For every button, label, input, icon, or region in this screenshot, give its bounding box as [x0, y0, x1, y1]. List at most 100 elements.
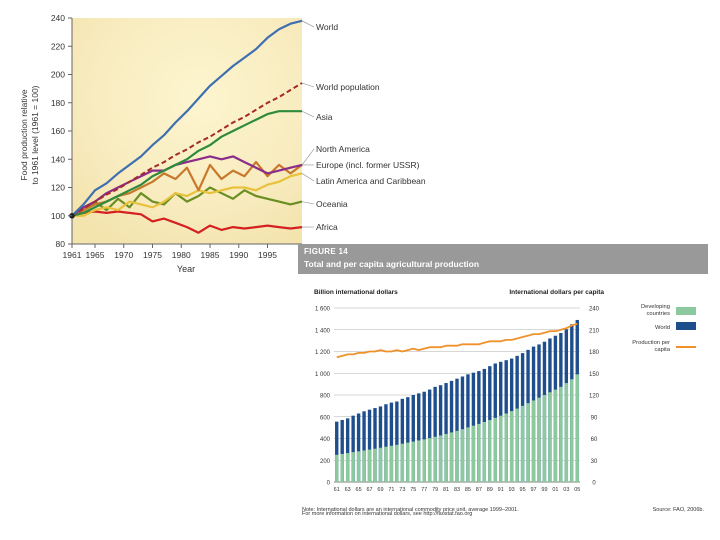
bar-developing-countries [515, 408, 519, 482]
bar-world [427, 389, 432, 482]
bar-developing-countries [482, 421, 487, 482]
bar-developing-countries [575, 374, 579, 482]
note-line-2: For more information on international do… [302, 511, 472, 517]
series-line-latin-america-and-caribbean [72, 172, 303, 217]
x-tick-label: 93 [509, 487, 515, 493]
x-tick-label: 75 [410, 487, 416, 493]
figure-label: FIGURE 14 [304, 247, 349, 256]
bar-developing-countries [570, 379, 574, 482]
x-tick-label: 91 [498, 487, 504, 493]
series-line-world [71, 19, 303, 217]
y-tick-label: 180 [51, 98, 65, 108]
bar-world [422, 391, 426, 482]
x-tick-label: 87 [476, 487, 482, 493]
x-tick-label: 05 [574, 487, 580, 493]
y-tick-label: 220 [51, 41, 65, 51]
bar-developing-countries [345, 453, 350, 482]
bar-developing-countries [340, 453, 344, 482]
legend-label-production-per-capita: Production per [632, 340, 670, 346]
x-tick-label: 1990 [229, 250, 248, 260]
bar-developing-countries [542, 395, 547, 482]
figure-header: FIGURE 14 Total and per capita agricultu… [298, 244, 708, 274]
x-tick-label: 69 [377, 487, 383, 493]
left-y-tick-label: 200 [320, 459, 331, 465]
right-y-tick-label: 210 [589, 328, 600, 334]
left-y-tick-label: 1 200 [315, 350, 331, 356]
series-line-asia [71, 110, 302, 217]
bar-developing-countries [417, 440, 421, 482]
bar-developing-countries [455, 430, 459, 482]
right-y-tick-label: 60 [591, 437, 598, 443]
bar-world [411, 395, 415, 482]
series-label-world-population: World population [316, 82, 380, 92]
y-axis-title-line1: Food production relative [19, 89, 29, 180]
y-tick-label: 240 [51, 13, 65, 23]
label-leader [301, 173, 315, 182]
bar-developing-countries [553, 389, 558, 482]
bar-developing-countries [378, 447, 383, 482]
x-tick-label: 83 [454, 487, 460, 493]
x-tick-label: 03 [563, 487, 569, 493]
bar-world [389, 402, 394, 482]
y-tick-label: 160 [51, 126, 65, 136]
right-y-tick-label: 120 [589, 394, 600, 400]
x-tick-label: 73 [399, 487, 405, 493]
series-line-europe-incl-former-ussr [71, 155, 303, 217]
bar-developing-countries [548, 392, 552, 482]
bar-world [340, 420, 344, 482]
bar-developing-countries [493, 417, 497, 482]
x-tick-label: 1985 [201, 250, 220, 260]
x-tick-label: 1975 [143, 250, 162, 260]
bar-developing-countries [438, 435, 443, 482]
legend-label-developing-countries: countries [646, 311, 670, 317]
x-tick-label: 1995 [258, 250, 277, 260]
series-line-oceania [71, 186, 303, 217]
x-tick-label: 79 [432, 487, 438, 493]
legend-label-world: World [655, 325, 670, 331]
bar-developing-countries [400, 443, 405, 482]
bar-developing-countries [422, 439, 426, 482]
x-tick-label: 99 [541, 487, 547, 493]
right-y-tick-label: 90 [591, 415, 598, 421]
bar-developing-countries [433, 436, 437, 482]
left-y-tick-label: 1 400 [315, 328, 331, 334]
bar-developing-countries [367, 449, 372, 482]
right-y-tick-label: 150 [589, 372, 600, 378]
right-y-tick-label: 240 [589, 307, 600, 313]
bar-developing-countries [356, 451, 361, 482]
bar-developing-countries [406, 442, 410, 482]
x-tick-label: 61 [334, 487, 340, 493]
bar-world [417, 393, 421, 482]
bar-developing-countries [460, 429, 465, 482]
bar-developing-countries [466, 427, 470, 482]
label-leader [301, 20, 315, 28]
bar-developing-countries [351, 452, 355, 482]
note-line-1: Note: International dollars are an inter… [302, 507, 519, 513]
left-y-tick-label: 600 [320, 415, 331, 421]
x-tick-label: 63 [345, 487, 351, 493]
bar-world [438, 385, 443, 482]
series-label-europe-incl-former-ussr: Europe (incl. former USSR) [316, 160, 420, 170]
bar-developing-countries [471, 425, 476, 482]
figure-14-panel: FIGURE 14 Total and per capita agricultu… [298, 244, 708, 517]
bar-developing-countries [335, 454, 339, 482]
series-label-africa: Africa [316, 222, 338, 232]
y-axis-title-line2: to 1961 level (1961 = 100) [30, 85, 40, 184]
series-label-north-america: North America [316, 144, 370, 154]
y-tick-label: 200 [51, 70, 65, 80]
bar-world [406, 397, 410, 482]
bar-world [455, 378, 459, 482]
bar-developing-countries [362, 450, 366, 482]
bar-world [395, 401, 399, 482]
bar-world [345, 418, 350, 482]
x-tick-label: 67 [366, 487, 372, 493]
y-tick-label: 140 [51, 154, 65, 164]
bar-world [351, 415, 355, 482]
label-leader [301, 82, 315, 88]
bar-world [373, 408, 377, 482]
bar-developing-countries [389, 445, 394, 482]
legend-label-developing-countries: Developing [641, 304, 670, 310]
left-y-tick-label: 1 600 [315, 307, 331, 313]
x-tick-label: 77 [421, 487, 427, 493]
legend-swatch-developing-countries [676, 307, 696, 315]
